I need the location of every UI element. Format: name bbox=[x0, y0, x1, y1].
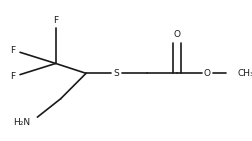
Text: F: F bbox=[10, 72, 15, 81]
Text: O: O bbox=[203, 69, 210, 78]
Text: F: F bbox=[10, 46, 15, 55]
Text: CH₃: CH₃ bbox=[237, 69, 252, 78]
Text: F: F bbox=[53, 16, 58, 25]
Text: O: O bbox=[173, 30, 180, 39]
Text: S: S bbox=[113, 69, 119, 78]
Text: H₂N: H₂N bbox=[13, 118, 30, 127]
